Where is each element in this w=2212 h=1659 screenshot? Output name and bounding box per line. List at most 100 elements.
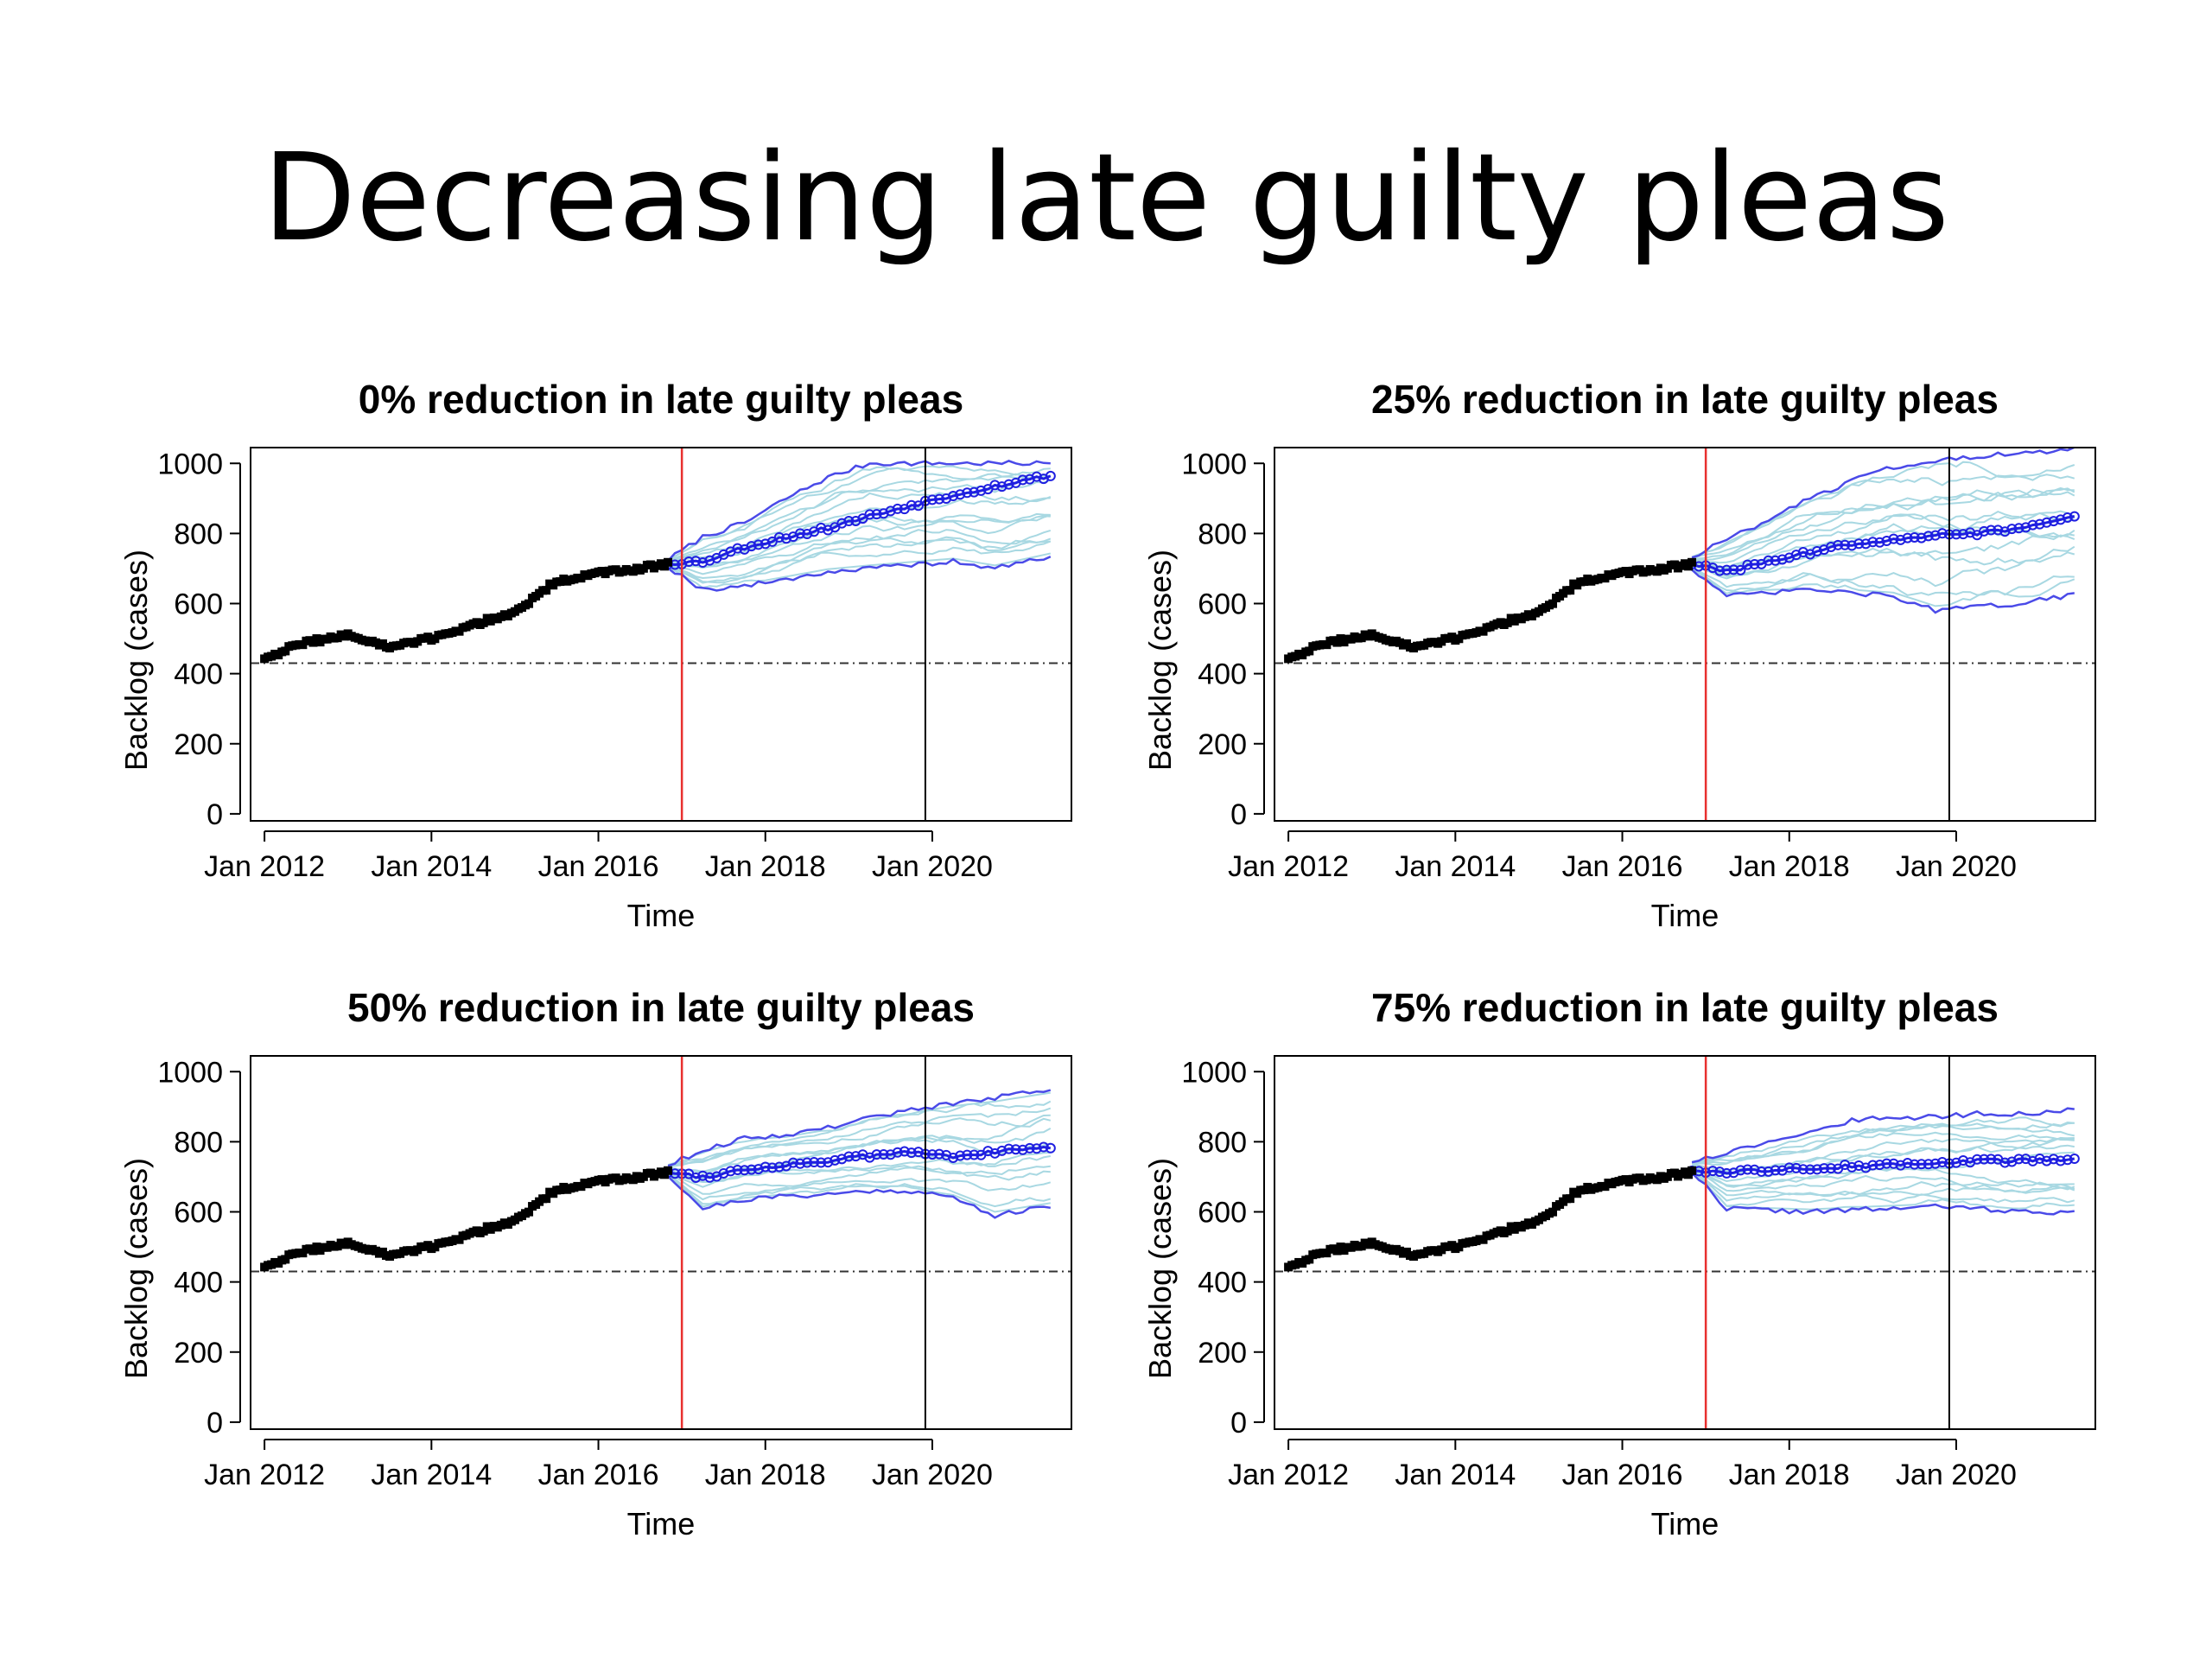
y-tick-label: 200 [174,728,223,761]
lower-bound-line [667,1175,1051,1219]
simulation-line [1692,510,2075,564]
y-tick-label: 0 [207,798,223,831]
simulation-line [1691,1151,2075,1188]
observed-point [664,557,673,567]
plot-area [1274,1056,2095,1429]
simulation-line [1691,567,2075,607]
plot-area [251,448,1071,821]
median-point [989,1147,1001,1159]
median-line [1692,1157,2075,1175]
simulation-line [668,1114,1051,1173]
x-tick-label: Jan 2020 [1896,850,2017,883]
upper-bound-line [1691,448,2075,559]
chart-title: 75% reduction in late guilty pleas [1371,985,1999,1030]
observed-point [542,1194,551,1204]
median-point [836,518,848,529]
observed-point [664,1166,673,1175]
x-tick-label: Jan 2016 [1562,1459,1683,1491]
observed-point [1688,557,1697,567]
simulation-line [1691,1168,2075,1198]
chart-panel-75: 75% reduction in late guilty pleas Time Ba… [1142,985,2096,1541]
y-tick-label: 200 [1198,728,1247,761]
observed-point [1503,618,1512,627]
y-tick-label: 600 [1198,1197,1247,1230]
y-tick-label: 800 [1198,1126,1247,1159]
simulation-line [1691,487,2075,560]
y-tick-label: 400 [1198,1267,1247,1300]
observed-point [1548,1207,1558,1217]
simulation-line [1691,474,2075,558]
x-tick-label: Jan 2012 [1228,1459,1349,1491]
simulation-line [667,497,1051,563]
lower-bound-line [667,556,1052,592]
observed-point [1503,1226,1512,1236]
observed-point [1566,586,1575,595]
y-tick-label: 400 [1198,658,1247,691]
y-tick-label: 400 [174,658,223,691]
simulation-line [667,1165,1051,1195]
observed-point [1566,1194,1575,1204]
x-tick-label: Jan 2016 [1562,850,1683,883]
chart-title: 50% reduction in late guilty pleas [347,985,975,1030]
observed-point [281,1255,290,1264]
y-axis-label: Backlog (cases) [118,1158,154,1379]
x-tick-label: Jan 2012 [1228,850,1349,883]
upper-bound-line [667,1089,1052,1167]
chart-title: 0% reduction in late guilty pleas [359,377,963,422]
y-tick-label: 400 [174,1267,223,1300]
simulation-line [667,466,1052,561]
x-tick-label: Jan 2020 [872,850,993,883]
y-tick-label: 1000 [1181,1056,1247,1089]
plot-area [1274,448,2095,821]
x-tick-label: Jan 2014 [371,850,492,883]
lower-bound-line [1691,569,2075,614]
y-tick-label: 800 [174,1126,223,1159]
simulation-line [1691,1170,2075,1207]
simulation-line [667,1173,1052,1205]
simulation-line [667,529,1052,575]
slide-title: Decreasing late guilty pleas [263,128,1949,269]
upper-bound-line [667,460,1051,563]
simulation-line [667,540,1052,584]
simulation-line [667,1117,1052,1167]
observed-series [1284,1166,1697,1272]
x-tick-label: Jan 2014 [371,1459,492,1491]
simulation-line [1691,1144,2075,1183]
x-tick-label: Jan 2018 [705,850,826,883]
plot-area [251,1056,1071,1429]
median-line [1691,515,2075,573]
y-tick-label: 1000 [157,1056,223,1089]
y-tick-label: 200 [174,1337,223,1370]
y-tick-label: 800 [174,518,223,550]
observed-point [281,646,290,656]
simulation-line [667,535,1051,580]
chart-panel-50: 50% reduction in late guilty pleas Time Ba… [118,985,1072,1541]
observed-series [260,557,673,664]
y-axis-label: Backlog (cases) [118,550,154,771]
chart-panel-0: 0% reduction in late guilty pleas Time Bac… [118,377,1072,933]
observed-point [1548,599,1558,608]
x-tick-label: Jan 2018 [705,1459,826,1491]
x-tick-label: Jan 2016 [538,1459,659,1491]
upper-bound-line [1691,1107,2075,1164]
lower-bound-line [1691,1172,2075,1216]
x-tick-label: Jan 2012 [204,850,325,883]
observed-series [1284,557,1697,664]
simulation-line [1691,1121,2075,1163]
median-point [2034,1153,2045,1164]
simulation-line [1691,551,2075,588]
simulation-line [1691,566,2075,598]
simulation-line [1691,1116,2075,1164]
y-tick-label: 0 [1230,1407,1247,1440]
simulation-line [1691,534,2075,577]
y-tick-label: 600 [174,588,223,621]
chart-title: 25% reduction in late guilty pleas [1371,377,1999,422]
x-axis-label: Time [1651,898,1719,933]
y-axis-label: Backlog (cases) [1142,1158,1178,1379]
x-axis-label: Time [627,1506,696,1541]
simulation-line [1691,513,2075,569]
simulation-line [1691,1167,2075,1193]
x-tick-label: Jan 2014 [1395,850,1516,883]
y-tick-label: 200 [1198,1337,1247,1370]
plot-frame [250,1055,1072,1430]
